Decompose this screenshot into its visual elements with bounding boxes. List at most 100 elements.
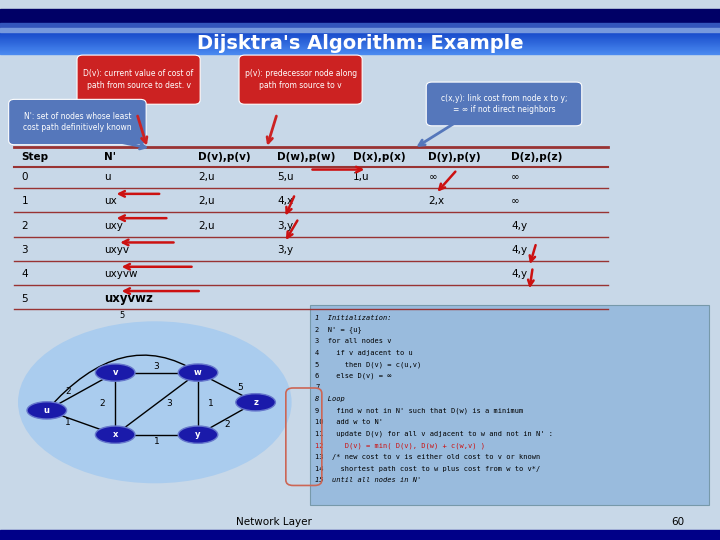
Text: 5: 5 [22,294,28,303]
Text: 4: 4 [22,269,28,279]
Text: 2,x: 2,x [428,197,444,206]
Text: D(v),p(v): D(v),p(v) [198,152,251,161]
Text: 13  /* new cost to v is either old cost to v or known: 13 /* new cost to v is either old cost t… [315,454,541,460]
Bar [0,38,720,39]
FancyBboxPatch shape [9,99,146,145]
Text: uxyvwz: uxyvwz [104,292,153,305]
Text: D(x),p(x): D(x),p(x) [353,152,405,161]
Text: uxy: uxy [104,221,123,231]
Bar [0,53,720,54]
Text: 3,y: 3,y [277,221,293,231]
Bar [0,45,720,46]
Text: 3,y: 3,y [277,245,293,255]
Bar [0,35,720,36]
Text: 3: 3 [22,245,28,255]
Text: u: u [104,172,111,182]
Bar [0,34,720,35]
Text: p(v): predecessor node along
path from source to v: p(v): predecessor node along path from s… [245,69,356,90]
Text: x: x [112,430,118,439]
Bar [0,39,720,40]
Text: 9    find w not in N' such that D(w) is a minimum: 9 find w not in N' such that D(w) is a m… [315,408,523,414]
Text: Dijsktra's Algorithm: Example: Dijsktra's Algorithm: Example [197,33,523,53]
Ellipse shape [95,426,135,443]
Text: 2,u: 2,u [198,221,215,231]
Text: 4,y: 4,y [511,245,527,255]
Text: 8  Loop: 8 Loop [315,396,345,402]
Text: 14    shortest path cost to w plus cost from w to v*/: 14 shortest path cost to w plus cost fro… [315,465,541,472]
Bar [0,55,720,530]
Text: ∞: ∞ [511,197,520,206]
Text: D(z),p(z): D(z),p(z) [511,152,562,161]
Text: 5      then D(v) = c(u,v): 5 then D(v) = c(u,v) [315,361,422,368]
Text: 7: 7 [315,384,320,390]
Text: ∞: ∞ [428,172,437,182]
Text: uxyv: uxyv [104,245,130,255]
Bar [0,46,720,47]
Bar [0,42,720,43]
Bar [0,28,720,32]
Text: D(v): current value of cost of
path from source to dest. v: D(v): current value of cost of path from… [84,69,194,90]
Bar [0,41,720,42]
Text: 60: 60 [671,517,684,527]
Text: 10   add w to N': 10 add w to N' [315,419,383,426]
Text: 2  N' = {u}: 2 N' = {u} [315,326,362,333]
Text: ux: ux [104,197,117,206]
Ellipse shape [18,321,292,483]
Bar [0,37,720,38]
Text: 2,u: 2,u [198,172,215,182]
Text: 2: 2 [99,399,105,408]
FancyBboxPatch shape [310,305,709,505]
Text: 5: 5 [120,312,125,320]
Text: 11   update D(v) for all v adjacent to w and not in N' :: 11 update D(v) for all v adjacent to w a… [315,431,554,437]
Text: N': N' [104,152,117,161]
FancyBboxPatch shape [426,82,582,126]
Text: D(w),p(w): D(w),p(w) [277,152,336,161]
Text: uxyvw: uxyvw [104,269,138,279]
Ellipse shape [95,364,135,381]
Text: 1: 1 [66,418,71,427]
Bar [0,36,720,37]
Text: z: z [253,398,258,407]
Text: 5,u: 5,u [277,172,294,182]
Bar [0,32,720,33]
Text: 15  until all nodes in N': 15 until all nodes in N' [315,477,422,483]
Text: 1  Initialization:: 1 Initialization: [315,315,392,321]
Bar [0,9,720,23]
Bar [0,51,720,52]
Bar [0,50,720,51]
Text: N': set of nodes whose least
cost path definitively known: N': set of nodes whose least cost path d… [23,112,132,132]
Ellipse shape [236,394,275,411]
Bar [0,49,720,50]
Text: 4    if v adjacent to u: 4 if v adjacent to u [315,350,413,356]
Text: 4,y: 4,y [511,221,527,231]
Text: 6    else D(v) = ∞: 6 else D(v) = ∞ [315,373,392,380]
Text: y: y [195,430,201,439]
Text: 2: 2 [22,221,28,231]
Text: D(y),p(y): D(y),p(y) [428,152,481,161]
Bar [0,44,720,45]
Bar [0,48,720,49]
Ellipse shape [27,402,67,419]
Text: 2,u: 2,u [198,197,215,206]
Text: u: u [44,406,50,415]
Text: 3: 3 [167,399,172,408]
Text: v: v [112,368,118,377]
Bar [0,47,720,48]
Text: 5: 5 [237,383,243,392]
Text: 1,u: 1,u [353,172,369,182]
FancyBboxPatch shape [239,55,362,104]
Text: c(x,y): link cost from node x to y;
= ∞ if not direct neighbors: c(x,y): link cost from node x to y; = ∞ … [441,93,567,114]
Text: w: w [194,368,202,377]
Text: 2: 2 [224,421,230,429]
Text: Step: Step [22,152,49,161]
Bar [0,52,720,53]
Text: 2: 2 [66,387,71,396]
Text: 1: 1 [22,197,28,206]
FancyBboxPatch shape [77,55,200,104]
Text: ∞: ∞ [511,172,520,182]
Bar [0,530,720,540]
Bar [0,23,720,28]
Text: 3: 3 [154,362,159,370]
Text: 3  for all nodes v: 3 for all nodes v [315,338,392,344]
Text: 0: 0 [22,172,28,182]
